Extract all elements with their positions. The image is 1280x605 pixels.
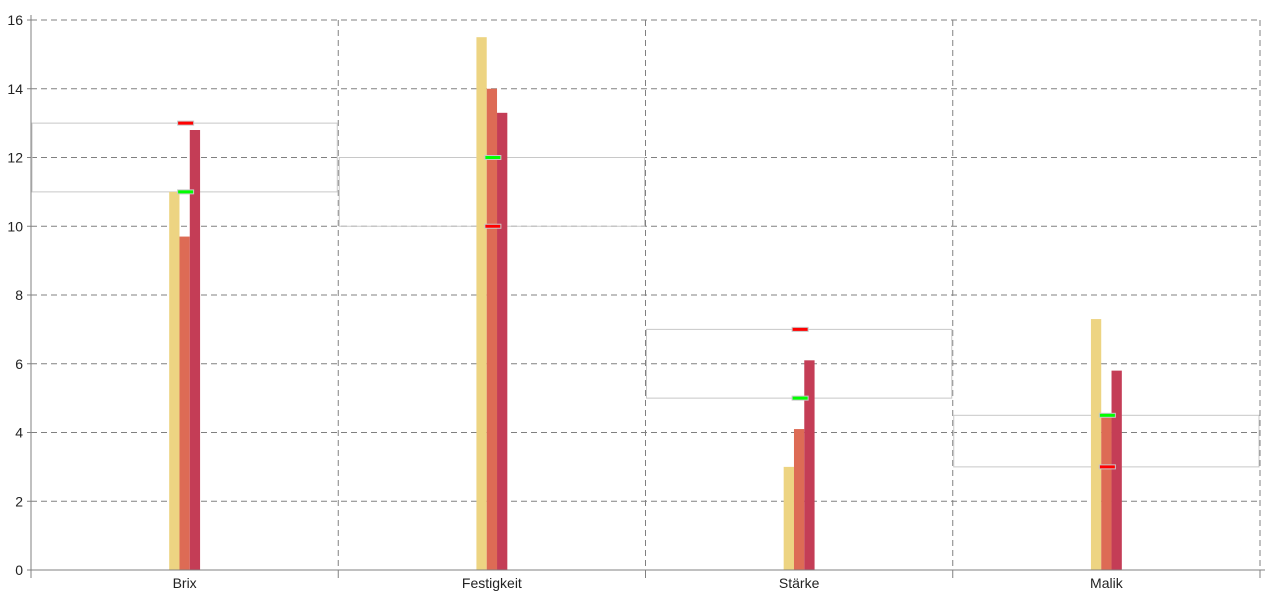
- y-tick-label: 2: [15, 493, 23, 509]
- markers: [177, 120, 1116, 470]
- bar-brix: [189, 130, 201, 570]
- axes: 0 2 4 6 8 10 12 14 16 Brix Festigkeit Stärke Malik: [7, 12, 1265, 591]
- x-tick-label: Stärke: [779, 575, 820, 591]
- green-marker: [177, 189, 195, 195]
- y-tick-label: 0: [15, 562, 23, 578]
- bar-stärke: [783, 466, 794, 570]
- bar-brix: [169, 191, 180, 570]
- bar-malik: [1101, 415, 1112, 570]
- green-marker: [484, 155, 502, 160]
- bar-malik: [1111, 370, 1122, 570]
- y-tick-label: 8: [15, 287, 23, 303]
- x-tick-label: Malik: [1090, 575, 1124, 591]
- red-marker: [1098, 464, 1116, 470]
- grid: [31, 19, 1261, 570]
- y-tick-label: 12: [7, 150, 23, 166]
- bar-stärke: [804, 360, 815, 570]
- bar-stärke: [793, 429, 805, 570]
- y-tick-label: 6: [15, 356, 23, 372]
- bar-festigkeit: [486, 88, 498, 570]
- y-tick-label: 4: [15, 425, 23, 441]
- x-tick-label: Festigkeit: [462, 575, 522, 591]
- green-marker: [791, 395, 809, 401]
- bar-festigkeit: [476, 37, 487, 570]
- bar-malik: [1090, 319, 1102, 570]
- bar-brix: [179, 236, 190, 570]
- y-tick-label: 16: [7, 12, 23, 28]
- red-marker: [791, 326, 809, 332]
- green-marker: [1098, 412, 1116, 418]
- y-tick-label: 14: [7, 81, 23, 97]
- red-marker: [177, 120, 195, 126]
- red-marker: [484, 223, 502, 229]
- y-tick-label: 10: [7, 218, 23, 234]
- bars: [169, 37, 1122, 570]
- x-tick-label: Brix: [173, 575, 197, 591]
- bar-festigkeit: [497, 112, 508, 570]
